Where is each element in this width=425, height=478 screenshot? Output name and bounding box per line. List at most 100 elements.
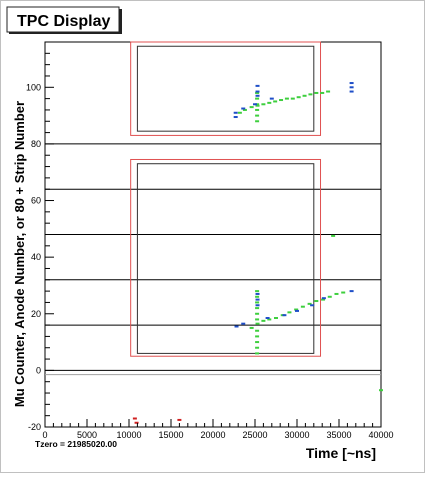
- point-s0-7: [279, 99, 284, 102]
- tzero-label: Tzero = 21985020.00: [35, 439, 117, 449]
- point-s2-1: [134, 421, 139, 424]
- point-s1-7: [349, 86, 354, 89]
- point-s1-10: [269, 97, 274, 100]
- point-s0-33: [321, 298, 326, 301]
- horizontal-lines: [45, 143, 381, 376]
- x-tick-label: 35000: [326, 430, 351, 440]
- point-s1-9: [253, 103, 257, 106]
- point-s1-4: [255, 90, 260, 93]
- point-s0-1: [242, 108, 247, 111]
- point-s0-37: [255, 352, 260, 355]
- y-axis-ticks: -20 0 20 40 60 80 100: [26, 41, 54, 432]
- point-s0-26: [274, 317, 278, 320]
- point-s1-21: [349, 290, 354, 293]
- point-s0-41: [255, 329, 260, 332]
- x-tick-label: 15000: [158, 430, 183, 440]
- inner-box-upper: [136, 45, 315, 132]
- point-s0-4: [261, 103, 266, 106]
- inner-box-lower: [136, 163, 315, 354]
- point-s0-17: [255, 114, 260, 117]
- point-s0-23: [255, 322, 260, 325]
- point-s0-47: [255, 290, 260, 293]
- point-s0-28: [287, 311, 292, 314]
- region-boxes: [130, 41, 322, 357]
- point-s0-20: [255, 97, 260, 100]
- y-axis-label: Mu Counter, Anode Number, or 80 + Strip …: [12, 101, 27, 407]
- point-s1-13: [255, 292, 260, 295]
- point-s1-15: [255, 304, 260, 307]
- point-s1-8: [349, 90, 354, 93]
- point-s1-19: [310, 304, 315, 307]
- y-tick-label: 80: [31, 139, 41, 149]
- chart-title: TPC Display: [17, 13, 110, 30]
- point-s0-10: [296, 96, 301, 99]
- title-box: TPC Display: [6, 6, 122, 34]
- x-tick-label: 10000: [116, 430, 141, 440]
- y-tick-label: 60: [31, 196, 41, 206]
- point-s0-18: [255, 108, 260, 111]
- point-s0-5: [267, 101, 272, 104]
- point-s0-24: [261, 319, 266, 322]
- point-s2-2: [177, 418, 182, 421]
- point-s0-12: [308, 93, 313, 96]
- point-s0-6: [273, 100, 278, 103]
- point-s0-14: [320, 91, 325, 94]
- x-axis-label: Time [~ns]: [306, 445, 376, 461]
- y-tick-label: 40: [31, 252, 41, 262]
- point-s0-44: [255, 307, 260, 310]
- point-s0-39: [255, 341, 260, 344]
- point-s0-8: [284, 97, 289, 100]
- point-s1-1: [233, 116, 238, 119]
- point-s0-42: [255, 318, 260, 321]
- point-s0-34: [327, 295, 332, 298]
- point-s1-17: [282, 314, 287, 317]
- data-points: [132, 82, 383, 424]
- point-s0-16: [255, 120, 260, 123]
- point-s0-36: [341, 291, 346, 294]
- point-s1-6: [349, 82, 354, 85]
- point-s0-22: [249, 326, 254, 329]
- point-s2-0: [132, 417, 137, 420]
- point-s0-25: [267, 318, 272, 321]
- point-s0-49: [379, 389, 383, 392]
- point-s1-20: [321, 297, 326, 300]
- y-tick-label: -20: [28, 422, 41, 432]
- point-s0-21: [255, 91, 260, 94]
- point-s0-2: [249, 106, 254, 109]
- point-s0-38: [255, 346, 260, 349]
- outer-box-upper: [130, 41, 322, 136]
- x-tick-label: 25000: [242, 430, 267, 440]
- point-s1-0: [233, 111, 238, 114]
- point-s0-46: [255, 295, 260, 298]
- point-s0-40: [255, 335, 260, 338]
- point-s0-43: [255, 312, 260, 315]
- x-tick-label: 40000: [368, 430, 393, 440]
- point-s0-15: [326, 90, 331, 93]
- point-s1-16: [265, 317, 270, 320]
- point-s1-5: [255, 94, 260, 97]
- point-s0-30: [300, 305, 305, 308]
- point-s0-11: [302, 94, 307, 97]
- point-s1-14: [255, 298, 260, 301]
- outer-box-lower: [130, 158, 322, 357]
- x-axis-ticks: 0 5000 10000 15000 20000 25000 30000 35000 40000: [42, 419, 394, 440]
- x-tick-label: 30000: [284, 430, 309, 440]
- point-s0-32: [314, 300, 319, 303]
- point-s1-12: [241, 322, 246, 325]
- y-tick-label: 20: [31, 309, 41, 319]
- point-s0-3: [255, 104, 260, 107]
- point-s1-11: [234, 325, 239, 328]
- point-s0-35: [334, 292, 339, 295]
- point-s0-48: [331, 234, 336, 237]
- point-s1-3: [255, 84, 260, 87]
- x-tick-label: 0: [42, 430, 47, 440]
- point-s0-19: [255, 103, 260, 106]
- point-s0-45: [255, 301, 260, 304]
- point-s0-0: [237, 111, 242, 114]
- x-tick-label: 5000: [77, 430, 97, 440]
- y-tick-label: 100: [26, 82, 41, 92]
- point-s0-13: [314, 91, 319, 94]
